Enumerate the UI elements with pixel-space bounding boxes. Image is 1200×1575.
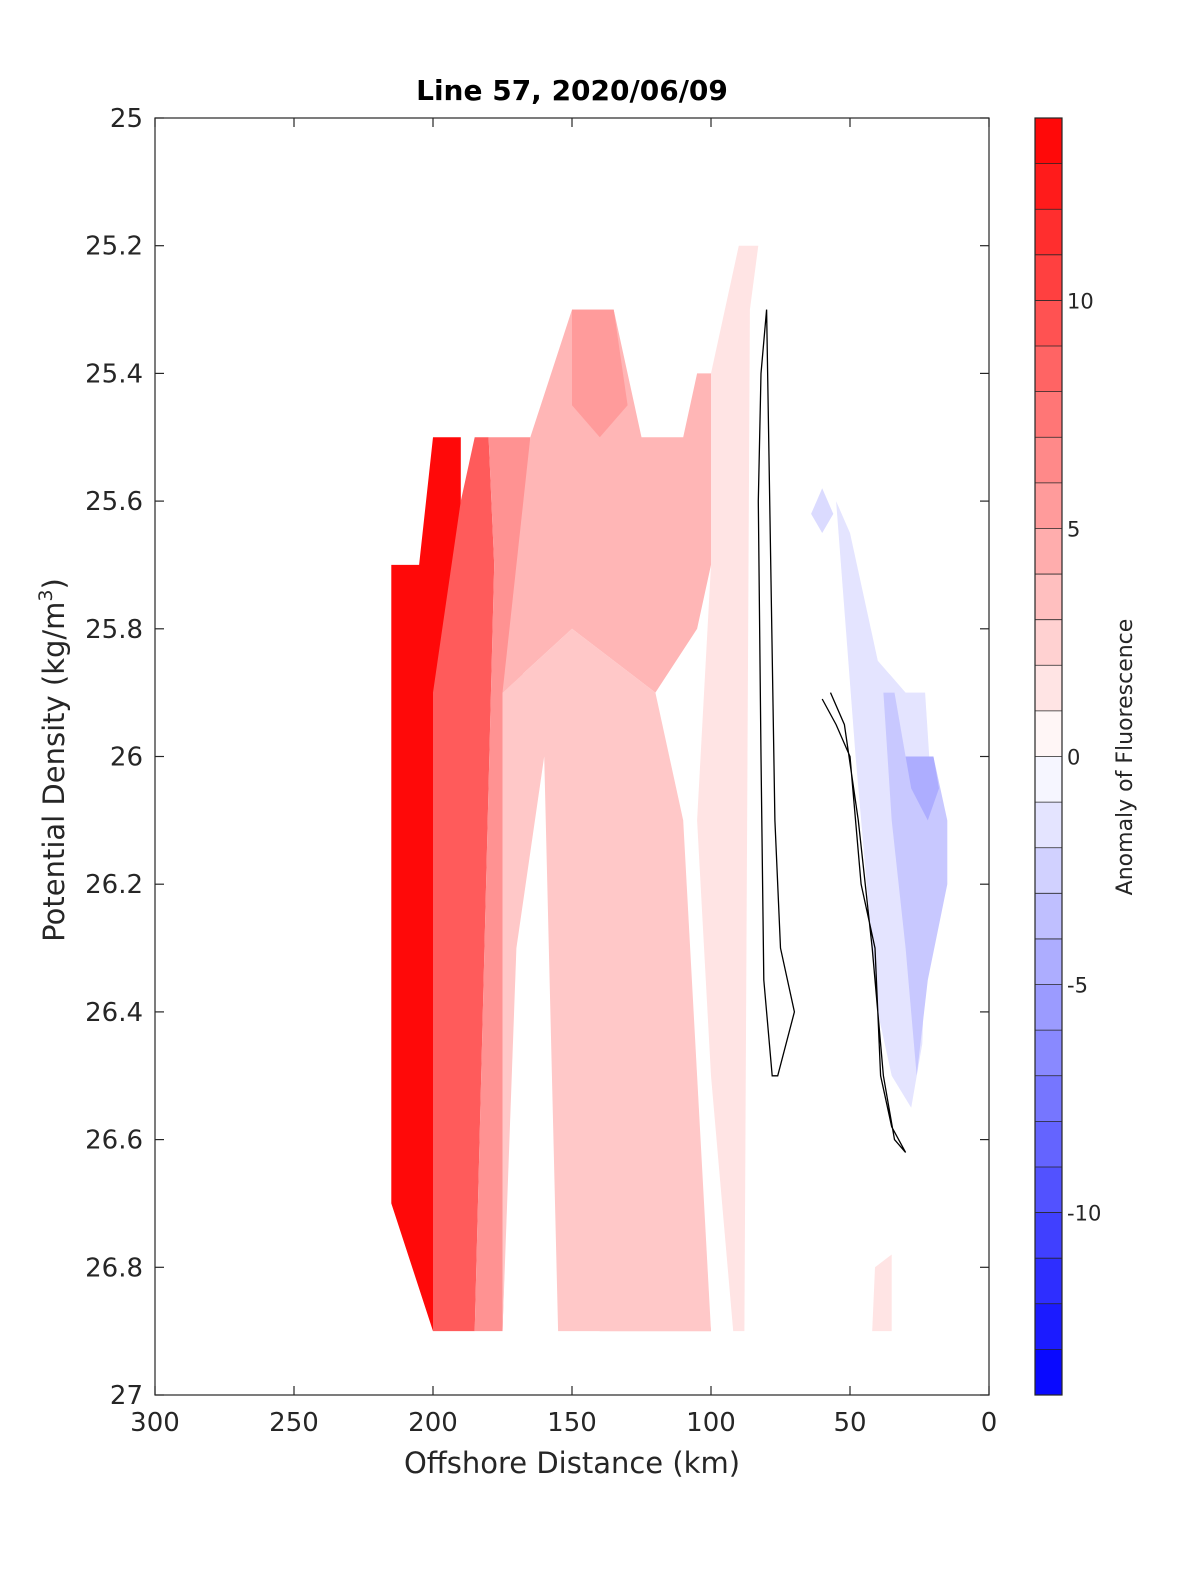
- colorbar-swatch: [1035, 665, 1062, 712]
- region-ridge-positive-upper: [502, 309, 725, 693]
- colorbar: [1035, 118, 1062, 1396]
- colorbar-swatch: [1035, 1349, 1062, 1396]
- y-axis-label: Potential Density (kg/m3): [35, 578, 71, 942]
- colorbar-ticks: -10 -5 0 5 10: [1067, 289, 1101, 1225]
- colorbar-swatch: [1035, 619, 1062, 666]
- colorbar-swatch: [1035, 528, 1062, 575]
- x-tick-label: 150: [547, 1408, 597, 1438]
- colorbar-swatch: [1035, 254, 1062, 301]
- colorbar-swatch: [1035, 1212, 1062, 1259]
- y-axis-label-main: Potential Density (kg/m: [37, 602, 71, 942]
- colorbar-swatch: [1035, 802, 1062, 849]
- y-tick-label: 25.6: [85, 487, 143, 517]
- colorbar-swatch: [1035, 893, 1062, 940]
- region-negative-speck: [811, 488, 834, 533]
- x-axis-label: Offshore Distance (km): [404, 1446, 740, 1480]
- colorbar-swatch: [1035, 346, 1062, 393]
- zero-contour-east: [821, 692, 907, 1153]
- colorbar-swatch: [1035, 118, 1062, 165]
- x-tick-label: 250: [269, 1408, 319, 1438]
- colorbar-label: Anomaly of Fluorescence: [1113, 619, 1138, 896]
- x-tick-label: 0: [981, 1408, 998, 1438]
- colorbar-swatch: [1035, 847, 1062, 894]
- y-tick-label: 25.8: [85, 615, 143, 645]
- zero-contour-west: [757, 309, 796, 1077]
- y-tick-label: 26.8: [85, 1253, 143, 1283]
- y-tick-label: 26: [110, 743, 143, 773]
- colorbar-swatch: [1035, 710, 1062, 757]
- colorbar-swatch: [1035, 984, 1062, 1031]
- region-weak-positive-edge: [697, 245, 759, 1332]
- region-high-positive-band: [433, 437, 495, 1332]
- y-tick-label: 26.4: [85, 998, 143, 1028]
- colorbar-swatch: [1035, 209, 1062, 256]
- zero-contour-layer: [757, 309, 907, 1153]
- colorbar-tick-label: 10: [1067, 289, 1094, 313]
- colorbar-frame: [1034, 117, 1063, 1396]
- y-tick-label: 27: [110, 1381, 143, 1411]
- x-tick-label: 300: [130, 1408, 180, 1438]
- x-axis-ticks: 300 250 200 150 100 50 0: [130, 118, 997, 1438]
- y-tick-label: 25: [110, 104, 143, 134]
- colorbar-swatch: [1035, 482, 1062, 529]
- y-tick-label: 26.6: [85, 1126, 143, 1156]
- colorbar-swatch: [1035, 1121, 1062, 1168]
- colorbar-swatch: [1035, 437, 1062, 484]
- x-tick-label: 200: [408, 1408, 458, 1438]
- y-tick-label: 25.2: [85, 232, 143, 262]
- x-tick-label: 100: [686, 1408, 736, 1438]
- y-tick-label: 26.2: [85, 870, 143, 900]
- colorbar-swatch: [1035, 391, 1062, 438]
- region-ridge-positive-peak: [572, 309, 628, 438]
- region-small-positive-patch: [872, 1254, 892, 1332]
- x-tick-label: 50: [833, 1408, 866, 1438]
- colorbar-tick-label: -10: [1067, 1202, 1101, 1226]
- y-axis-label-superscript: 3: [35, 589, 57, 601]
- region-moderate-positive-wedge: [502, 628, 711, 1332]
- colorbar-swatch: [1035, 1075, 1062, 1122]
- colorbar-swatch: [1035, 1258, 1062, 1305]
- colorbar-swatch: [1035, 163, 1062, 210]
- y-axis-label-end: ): [37, 578, 71, 589]
- colorbar-swatch: [1035, 1030, 1062, 1077]
- colorbar-swatch: [1035, 938, 1062, 986]
- colorbar-tick-label: -5: [1067, 974, 1088, 998]
- colorbar-swatch: [1035, 756, 1062, 803]
- colorbar-swatch: [1035, 300, 1062, 347]
- colorbar-swatch: [1035, 574, 1062, 621]
- region-negative-core: [905, 756, 939, 821]
- contour-fill-layer: [391, 245, 948, 1332]
- y-tick-label: 25.4: [85, 359, 143, 389]
- colorbar-swatch: [1035, 1166, 1062, 1214]
- colorbar-swatch: [1035, 1303, 1062, 1350]
- y-axis-ticks: 25 25.2 25.4 25.6 25.8 26 26.2 26.4 26.6 26.8 27: [85, 104, 989, 1411]
- chart-title: Line 57, 2020/06/09: [416, 74, 728, 107]
- colorbar-tick-label: 0: [1067, 746, 1080, 770]
- colorbar-tick-label: 5: [1067, 517, 1080, 541]
